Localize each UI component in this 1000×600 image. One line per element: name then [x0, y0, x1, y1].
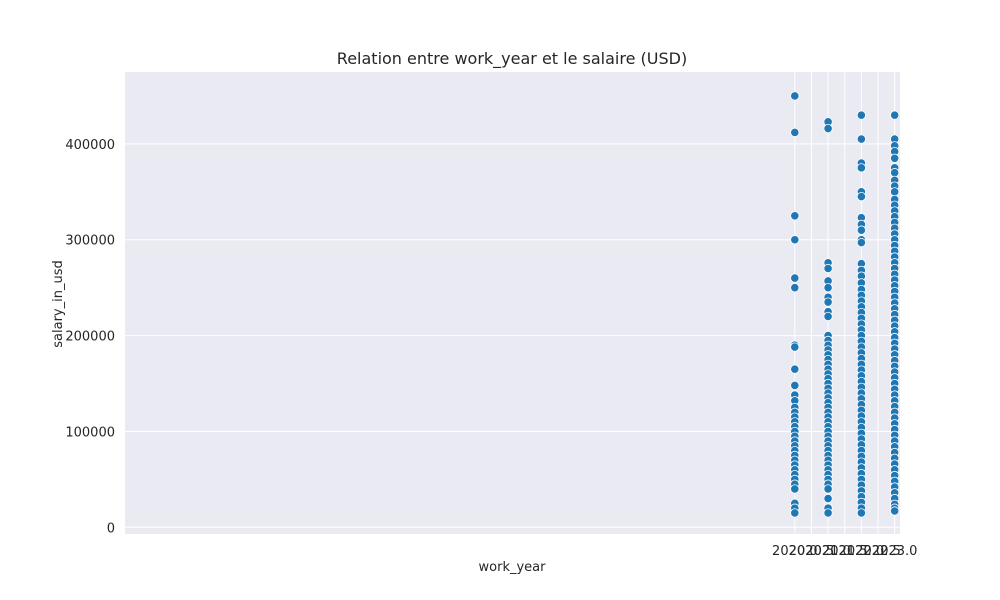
scatter-point [790, 508, 800, 518]
scatter-point [856, 163, 866, 173]
scatter-point [856, 225, 866, 235]
plot-background [125, 72, 900, 534]
chart-title: Relation entre work_year et le salaire (… [337, 49, 687, 69]
x-tick-label: 2021.0 [805, 544, 851, 559]
scatter-point [823, 508, 833, 518]
x-tick-label: 2022.5 [855, 544, 901, 559]
y-tick-label: 300000 [65, 234, 115, 249]
scatter-point [790, 235, 800, 245]
scatter-point [823, 283, 833, 293]
scatter-point [790, 364, 800, 374]
scatter-point [790, 91, 800, 101]
scatter-point [890, 506, 900, 516]
scatter-point [823, 493, 833, 504]
scatter-point [790, 273, 800, 283]
y-tick-label: 400000 [65, 138, 115, 153]
scatter-point [823, 263, 833, 274]
scatter-point [790, 342, 800, 352]
scatter-point [790, 380, 800, 391]
x-tick-label: 2021.5 [822, 544, 868, 559]
scatter-point [890, 168, 900, 178]
data-points [790, 91, 900, 518]
x-axis-label: work_year [479, 560, 547, 575]
scatter-point [823, 297, 833, 307]
x-tick-label: 2023.0 [872, 544, 918, 559]
scatter-point [856, 508, 866, 518]
y-axis-label: salary_in_usd [51, 260, 66, 347]
scatter-point [823, 123, 833, 134]
y-tick-label: 100000 [65, 425, 115, 440]
scatter-point [856, 110, 866, 120]
x-tick-label: 2022.0 [839, 544, 885, 559]
scatter-point [790, 484, 800, 494]
y-tick-label: 0 [107, 521, 115, 536]
y-tick-labels: 0 100000 200000 300000 400000 [65, 138, 115, 536]
scatter-point [823, 484, 833, 494]
x-tick-labels: 2020.02020.52021.02021.52022.02022.52023… [772, 544, 917, 559]
scatter-point [890, 153, 900, 163]
scatter-point [790, 211, 800, 221]
scatter-point [823, 311, 833, 322]
scatter-point [856, 238, 866, 248]
scatter-point [856, 134, 866, 144]
scatter-point [890, 187, 900, 197]
x-tick-label: 2020.0 [772, 544, 818, 559]
y-tick-label: 200000 [65, 330, 115, 345]
x-tick-label: 2020.5 [789, 544, 835, 559]
scatter-point [790, 127, 800, 137]
scatter-point [890, 110, 900, 120]
scatter-point [790, 283, 800, 293]
scatter-point [856, 192, 866, 202]
